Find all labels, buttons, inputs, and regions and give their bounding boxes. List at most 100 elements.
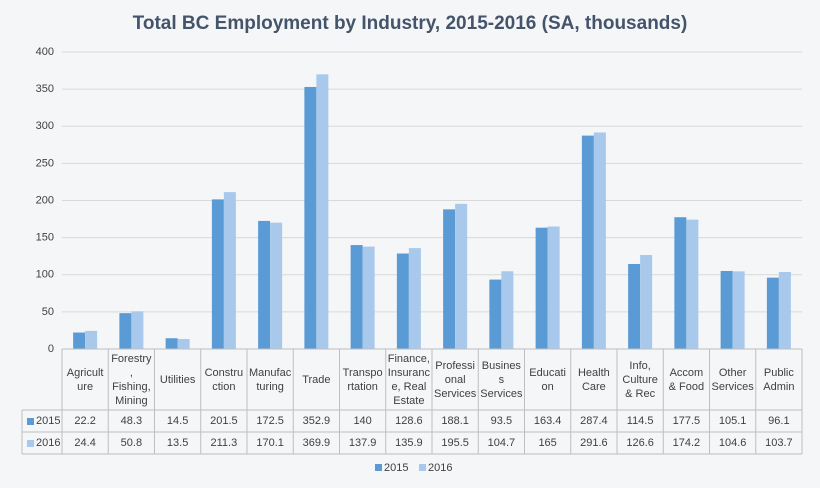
x-tick-label: Transportation — [342, 366, 383, 393]
bar — [593, 132, 606, 349]
table-value: 201.5 — [210, 415, 238, 427]
bar — [720, 270, 733, 349]
bar — [732, 271, 745, 349]
legend-key — [419, 464, 426, 471]
table-series-name: 2015 — [36, 415, 60, 427]
x-tick-label: Forestry, Fishing, Mining — [111, 352, 152, 407]
x-tick-label: Manufacturing — [249, 366, 292, 393]
table-value: 291.6 — [580, 437, 608, 449]
y-tick-label: 200 — [36, 194, 54, 206]
x-tick-label: Education — [529, 366, 566, 393]
table-value: 188.1 — [441, 415, 469, 427]
table-value: 50.8 — [121, 437, 142, 449]
table-value: 104.7 — [488, 437, 516, 449]
bar — [640, 254, 653, 349]
table-value: 14.5 — [167, 415, 188, 427]
bar — [177, 338, 190, 349]
bar — [443, 209, 456, 349]
table-value: 211.3 — [211, 437, 238, 449]
bar — [455, 203, 468, 349]
x-tick-label: Professional Services — [434, 359, 477, 400]
y-tick-label: 400 — [36, 46, 54, 58]
table-value: 352.9 — [303, 415, 331, 427]
x-tick-label: Construction — [204, 366, 244, 393]
bar — [581, 135, 594, 349]
legend-label: 2015 — [384, 462, 408, 474]
bar — [350, 245, 363, 349]
y-tick-label: 100 — [36, 269, 54, 281]
bar — [270, 222, 283, 349]
y-tick-label: 0 — [48, 343, 54, 355]
x-tick-label: Business Services — [480, 359, 523, 400]
table-key — [27, 440, 34, 447]
legend-key — [375, 464, 382, 471]
bar — [211, 199, 224, 349]
table-value: 104.6 — [719, 437, 747, 449]
chart-title: Total BC Employment by Industry, 2015-20… — [133, 13, 688, 34]
bar — [316, 74, 329, 350]
table-value: 48.3 — [121, 415, 142, 427]
x-tick-label: Agriculture — [66, 366, 104, 393]
bar — [258, 220, 271, 349]
y-tick-label: 150 — [36, 232, 54, 244]
table-value: 177.5 — [673, 415, 701, 427]
table-value: 103.7 — [765, 437, 793, 449]
bar — [408, 248, 421, 349]
table-series-name: 2016 — [36, 437, 60, 449]
bar — [535, 227, 548, 349]
x-tick-label: Info, Culture & Rec — [622, 359, 658, 400]
legend-label: 2016 — [428, 462, 452, 474]
table-value: 165 — [538, 437, 556, 449]
table-value: 195.5 — [441, 437, 469, 449]
table-value: 369.9 — [303, 437, 331, 449]
bar — [73, 332, 86, 349]
bar — [362, 246, 375, 349]
x-tick-label: Health Care — [577, 366, 610, 393]
table-value: 126.6 — [626, 437, 654, 449]
table-value: 170.1 — [256, 437, 284, 449]
table-value: 137.9 — [349, 437, 377, 449]
x-tick-label: Finance, Insurance, Real Estate — [387, 352, 430, 407]
bar — [674, 217, 687, 349]
bar — [304, 86, 317, 350]
bar — [165, 338, 178, 349]
table-value: 287.4 — [580, 415, 608, 427]
x-tick-label: Trade — [302, 373, 331, 386]
table-value: 140 — [353, 415, 371, 427]
table-value: 24.4 — [74, 437, 95, 449]
bar — [766, 277, 779, 349]
y-tick-label: 350 — [36, 83, 54, 95]
table-value: 96.1 — [768, 415, 789, 427]
table-value: 172.5 — [256, 415, 284, 427]
table-value: 93.5 — [491, 415, 512, 427]
table-key — [27, 418, 34, 425]
x-tick-label: Accom & Food — [668, 366, 705, 393]
bar — [489, 279, 502, 349]
y-tick-label: 300 — [36, 120, 54, 132]
x-tick-label: Public Admin — [763, 366, 795, 393]
bar — [686, 219, 699, 349]
x-tick-label: Other Services — [711, 366, 754, 393]
table-value: 22.2 — [74, 415, 95, 427]
x-tick-label: Utilities — [159, 373, 196, 386]
bar — [223, 192, 236, 349]
bar — [628, 263, 641, 349]
y-tick-label: 50 — [42, 306, 54, 318]
table-value: 163.4 — [534, 415, 562, 427]
bar — [119, 313, 132, 349]
table-value: 174.2 — [673, 437, 701, 449]
bar — [778, 272, 791, 349]
table-value: 105.1 — [719, 415, 747, 427]
table-value: 128.6 — [395, 415, 423, 427]
table-value: 114.5 — [627, 415, 654, 427]
table-value: 135.9 — [395, 437, 423, 449]
bar — [131, 311, 144, 349]
y-tick-label: 250 — [36, 157, 54, 169]
table-value: 13.5 — [167, 437, 188, 449]
bar — [85, 330, 98, 349]
bar — [547, 226, 560, 349]
bar — [396, 253, 409, 349]
bar — [501, 271, 514, 349]
